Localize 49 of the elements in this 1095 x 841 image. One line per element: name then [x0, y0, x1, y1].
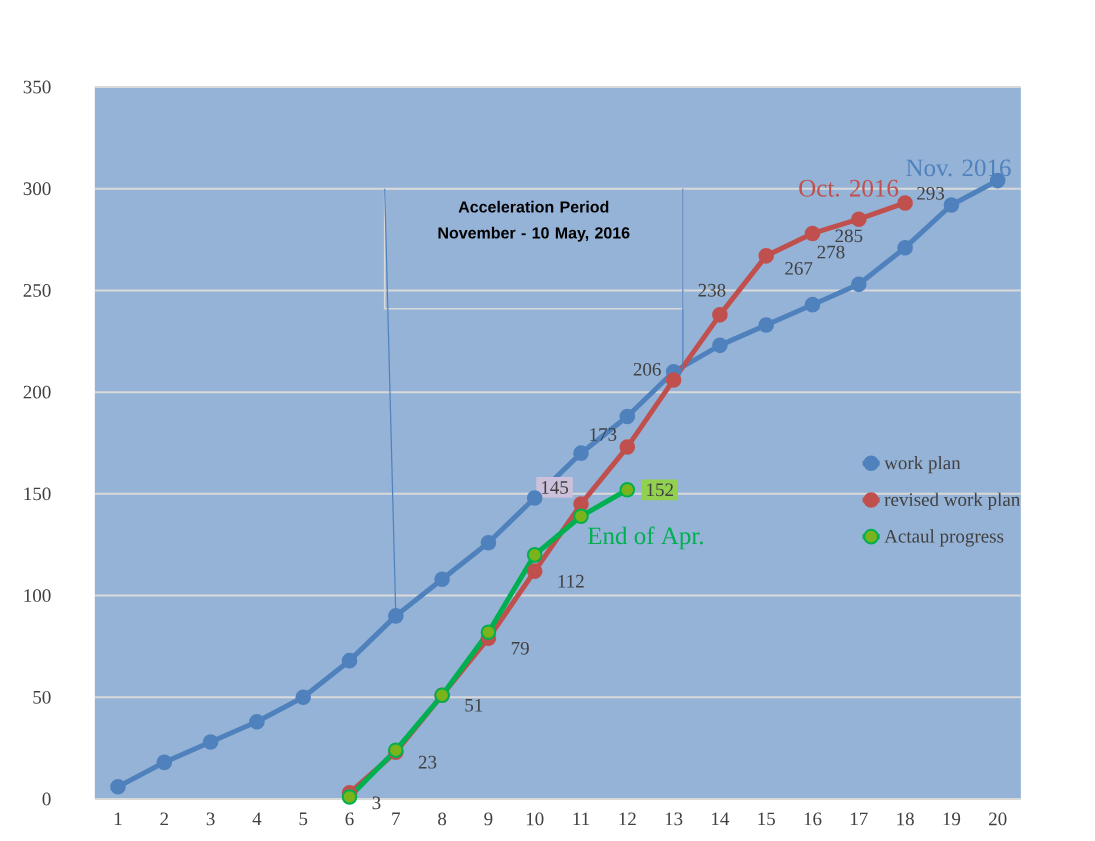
x-tick-label: 14: [712, 812, 730, 826]
x-tick-label: 20: [989, 812, 1007, 826]
data-label: 51: [465, 698, 483, 712]
data-label: 278: [817, 245, 845, 259]
x-tick-label: 2: [160, 812, 168, 826]
x-tick-label: 6: [345, 812, 354, 826]
x-tick-label: 13: [665, 812, 683, 826]
x-tick-label: 1: [114, 812, 122, 826]
data-label: 145: [541, 481, 569, 494]
data-label: 206: [633, 362, 661, 376]
x-tick-label: 4: [252, 812, 262, 826]
data-label: 173: [590, 428, 617, 441]
x-tick-label: 3: [206, 812, 215, 826]
x-tick-label: 17: [850, 812, 868, 826]
annotation: End of Apr.: [587, 526, 703, 550]
data-label: 293: [917, 186, 945, 200]
annotation: Nov. 2016: [906, 159, 1011, 177]
data-label: 23: [418, 755, 437, 769]
data-label: 238: [698, 283, 726, 297]
y-tick-label: 300: [23, 182, 51, 196]
x-tick-label: 19: [943, 812, 961, 826]
data-label: 112: [558, 574, 584, 588]
data-label: 152: [647, 483, 673, 497]
y-tick-label: 350: [23, 80, 51, 94]
data-label: 285: [835, 229, 863, 243]
data-label: 267: [785, 262, 813, 275]
annotation: Acceleration Period November - 10 May, 2016: [438, 200, 630, 242]
x-tick-label: 11: [573, 812, 590, 826]
y-tick-label: 200: [23, 385, 51, 399]
x-tick-label: 9: [484, 812, 493, 826]
legend-label: Actaul progress: [884, 529, 1004, 547]
y-tick-label: 150: [24, 487, 51, 501]
x-tick-label: 7: [392, 812, 401, 825]
x-tick-label: 5: [299, 812, 308, 826]
x-tick-label: 12: [619, 812, 636, 826]
x-tick-label: 10: [526, 812, 544, 826]
x-tick-label: 8: [438, 812, 447, 826]
legend-label: revised work plan: [884, 492, 1021, 510]
x-tick-label: 15: [758, 812, 775, 826]
data-label: 79: [511, 641, 529, 655]
x-tick-label: 18: [897, 812, 914, 826]
data-label: 3: [372, 796, 381, 810]
annotation: Oct. 2016: [799, 179, 899, 197]
y-tick-label: 250: [23, 284, 51, 297]
y-tick-label: 50: [33, 690, 51, 704]
x-tick-label: 16: [804, 812, 822, 826]
y-tick-label: 100: [24, 589, 51, 602]
legend-label: work plan: [884, 455, 961, 474]
y-tick-label: 0: [42, 792, 51, 806]
